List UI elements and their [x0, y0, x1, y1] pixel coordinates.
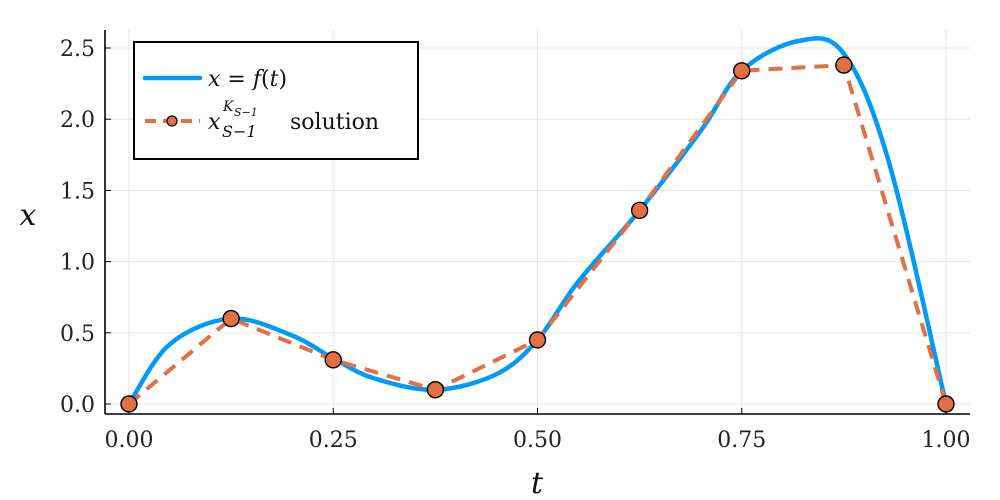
tick-labels: 0.00 0.25 0.50 0.75 1.00 0.0 0.5 1.0 1.5 2.0 2.5: [60, 37, 970, 453]
solution-point-marker: [120, 395, 138, 413]
solution-point-marker: [426, 381, 445, 399]
x-tick-label: 1.00: [922, 428, 971, 453]
legend-marker-2: [166, 115, 178, 127]
y-axis-label: x: [20, 198, 37, 233]
solution-point-marker: [222, 309, 240, 328]
solution-point-marker: [528, 331, 547, 349]
legend-label-2-suffix: solution: [290, 110, 379, 135]
legend-label-1: x = f(t): [208, 67, 287, 92]
x-axis-label: t: [531, 466, 544, 500]
legend-label-2-sub: S−1: [222, 122, 257, 141]
legend: x = f(t) x K S−1 S−1 solution: [133, 41, 419, 160]
axes: [104, 30, 970, 415]
legend-label-2-base: x: [208, 110, 221, 135]
solution-point-marker: [733, 62, 751, 80]
x-tick-label: 0.75: [717, 428, 766, 453]
y-tick-label: 0.5: [60, 322, 95, 347]
x-tick-label: 0.00: [105, 428, 154, 453]
legend-label-2-sup-sub: S−1: [234, 106, 258, 119]
solution-point-marker: [630, 201, 649, 220]
y-tick-label: 1.0: [60, 251, 95, 276]
x-tick-label: 0.50: [513, 428, 562, 453]
solution-point-marker: [835, 56, 853, 74]
y-tick-label: 2.0: [60, 108, 95, 133]
solution-point-marker: [937, 395, 955, 413]
series-line-f: [127, 36, 949, 406]
y-tick-label: 1.5: [60, 179, 95, 204]
solution-point-marker: [324, 351, 342, 369]
legend-box: [133, 41, 419, 160]
series-group: [120, 36, 955, 413]
x-tick-label: 0.25: [309, 428, 358, 453]
legend-label-2-sup: K: [222, 99, 235, 115]
y-tick-label: 0.0: [60, 393, 95, 418]
y-tick-label: 2.5: [60, 37, 95, 62]
